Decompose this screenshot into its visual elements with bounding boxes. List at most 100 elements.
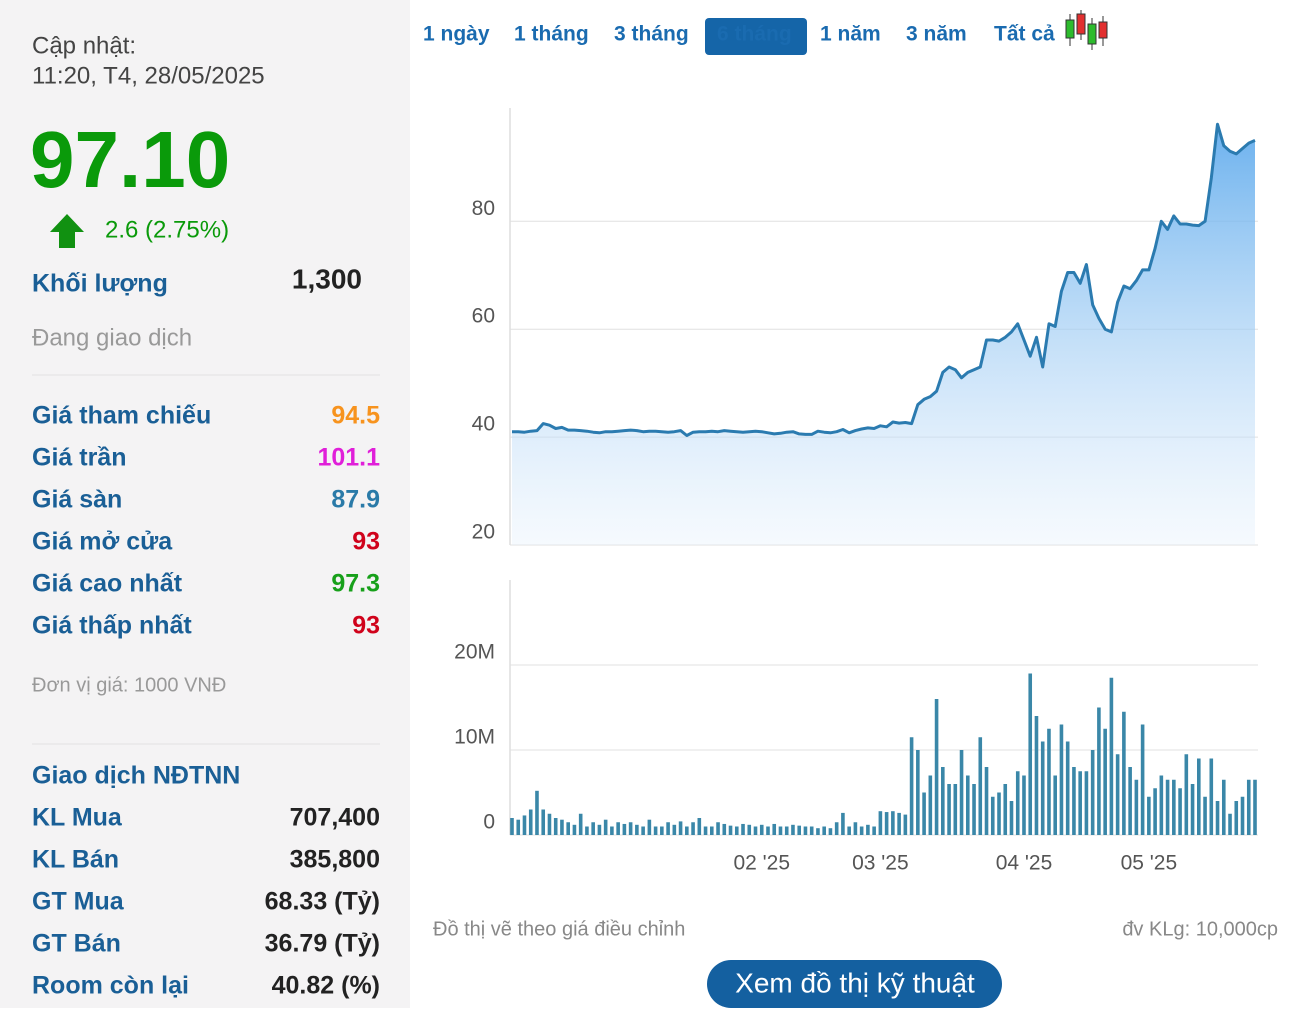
- button-bg[interactable]: [707, 960, 1002, 1008]
- volume-bar: [791, 824, 795, 835]
- tab[interactable]: 3 tháng: [614, 23, 689, 46]
- tab[interactable]: 1 tháng: [514, 23, 589, 46]
- volume-bar: [1197, 758, 1201, 835]
- volume-bar: [560, 819, 564, 835]
- tab[interactable]: 1 năm: [820, 23, 881, 46]
- volume-bar: [1209, 758, 1214, 835]
- volume-bar: [834, 822, 839, 835]
- foreign-label: KL Mua: [32, 804, 123, 832]
- volume-bar: [722, 823, 727, 835]
- volume-bar: [666, 822, 670, 835]
- tab[interactable]: Tất cả: [994, 23, 1055, 46]
- status: Đang giao dịch: [32, 324, 192, 351]
- volume-bar: [922, 792, 926, 835]
- volume-bar: [653, 826, 658, 835]
- volume-bar: [528, 809, 533, 835]
- update-label: Cập nhật:: [32, 32, 136, 59]
- foreign-value: 40.82 (%): [272, 972, 380, 1000]
- volume-bar: [916, 750, 920, 835]
- volume-bar: [978, 737, 983, 835]
- tab[interactable]: 1 ngày: [423, 23, 490, 46]
- volume-bar: [610, 826, 614, 835]
- volume-bar: [1084, 771, 1089, 835]
- volume-bar: [535, 790, 539, 835]
- volume-bar: [1240, 796, 1245, 835]
- y-tick-label: 20M: [454, 641, 495, 664]
- volume-bar: [1109, 677, 1114, 835]
- volume-bar: [1009, 801, 1014, 835]
- volume-bar: [1097, 707, 1101, 835]
- price-label: Giá thấp nhất: [32, 612, 192, 640]
- volume-bar: [1059, 724, 1064, 835]
- volume-bar: [828, 828, 833, 835]
- volume-bar: [585, 826, 589, 835]
- volume-bar: [660, 826, 664, 835]
- volume-bar: [603, 819, 608, 835]
- volume-bar: [803, 826, 808, 835]
- price-label: Giá tham chiếu: [32, 402, 211, 430]
- volume-bar: [616, 822, 620, 835]
- volume-bar: [1147, 796, 1151, 835]
- volume-bar: [1253, 779, 1257, 835]
- unit-note: Đơn vị giá: 1000 VNĐ: [32, 674, 226, 696]
- volume-bar: [1047, 728, 1051, 835]
- volume-bar: [1115, 754, 1120, 835]
- price-line: [512, 122, 1256, 437]
- x-tick-label: 02 '25: [733, 852, 790, 875]
- price-value: 94.5: [331, 402, 380, 430]
- price-value: 93: [352, 612, 380, 640]
- volume-bar: [878, 811, 883, 835]
- volume-bar: [928, 775, 933, 835]
- volume-bar: [691, 822, 695, 835]
- volume-bar: [909, 737, 914, 835]
- volume-bar: [778, 826, 783, 835]
- volume-bar: [703, 826, 708, 835]
- volume-bar: [1128, 767, 1132, 835]
- foreign-label: GT Bán: [32, 930, 121, 958]
- volume-bar: [990, 796, 995, 835]
- volume-bar: [897, 812, 901, 835]
- volume-bar: [847, 826, 851, 835]
- price-area: [512, 124, 1255, 545]
- tech-chart-button[interactable]: Xem đồ thị kỹ thuật: [735, 967, 975, 998]
- volume-bar: [1159, 775, 1164, 835]
- volume-bar: [741, 823, 745, 835]
- volume-bar: [1103, 728, 1107, 835]
- volume: 1,300: [292, 263, 362, 294]
- volume-bar: [941, 767, 945, 835]
- volume-bar: [597, 824, 602, 835]
- up-arrow: [50, 214, 84, 248]
- volume-bar: [1065, 741, 1070, 835]
- volume-label: Khối lượng: [32, 270, 168, 298]
- note-right: đv KLg: 10,000cp: [1122, 918, 1278, 940]
- volume-bar: [1028, 673, 1033, 835]
- volume-bar: [797, 825, 802, 835]
- tab-active-bg[interactable]: [705, 18, 807, 55]
- tab[interactable]: 6 tháng: [717, 23, 792, 46]
- volume-bar: [1165, 779, 1170, 835]
- volume-bar: [1172, 779, 1176, 835]
- price-label: Giá mở cửa: [32, 528, 173, 556]
- volume-bar: [1190, 784, 1195, 835]
- y-tick-label: 60: [472, 305, 495, 328]
- volume-bar: [1178, 788, 1182, 835]
- foreign-label: GT Mua: [32, 888, 125, 916]
- volume-bar: [766, 826, 770, 835]
- volume-bar: [965, 775, 970, 835]
- volume-bar: [1053, 775, 1058, 835]
- price: 97.10: [30, 115, 230, 204]
- volume-bar: [1246, 779, 1251, 835]
- volume-bar: [866, 824, 870, 835]
- volume-bar: [1184, 754, 1189, 835]
- volume-bar: [734, 826, 739, 835]
- volume-bar: [1234, 801, 1239, 835]
- volume-bar: [578, 813, 583, 835]
- tab[interactable]: 3 năm: [906, 23, 967, 46]
- volume-bar: [1215, 801, 1220, 835]
- y-tick-label: 0: [483, 811, 495, 834]
- volume-bar: [547, 813, 552, 835]
- volume-bar: [1221, 779, 1226, 835]
- volume-bar: [685, 826, 689, 835]
- note-left: Đồ thị vẽ theo giá điều chỉnh: [433, 918, 685, 940]
